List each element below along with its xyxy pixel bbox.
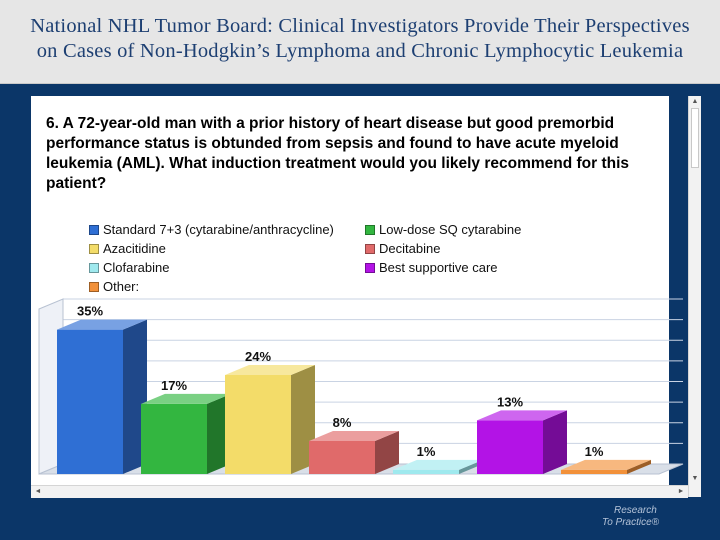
slide-title: National NHL Tumor Board: Clinical Inves…: [0, 14, 720, 64]
legend-label-best-supportive-care: Best supportive care: [379, 260, 498, 275]
bar-top-low-dose-cytarabine: [141, 393, 231, 404]
research-to-practice-logo: Research To Practice®: [602, 505, 712, 529]
bar-side-best-supportive-care: [543, 410, 567, 474]
slide-title-line2: on Cases of Non-Hodgkin’s Lymphoma and C…: [36, 40, 684, 62]
legend-item-low-dose-cytarabine: Low-dose SQ cytarabine: [365, 222, 521, 238]
vertical-scroll-thumb[interactable]: [691, 108, 699, 168]
bar-top-other: [561, 459, 651, 470]
bar-other: [561, 469, 627, 474]
legend-item-best-supportive-care: Best supportive care: [365, 260, 498, 276]
legend-swatch-azacitidine: [89, 244, 99, 254]
vertical-scrollbar[interactable]: ▲ ▼: [688, 96, 701, 497]
bar-top-standard-7-3: [57, 319, 147, 330]
legend-item-other: Other:: [89, 279, 139, 295]
legend-swatch-other: [89, 282, 99, 292]
legend-swatch-standard-7-3: [89, 225, 99, 235]
legend-swatch-clofarabine: [89, 263, 99, 273]
bar-best-supportive-care: [477, 420, 543, 474]
bar-top-decitabine: [309, 431, 399, 441]
logo-line1: Research: [614, 505, 657, 516]
bar-decitabine: [309, 441, 375, 474]
bar-value-label-other: 1%: [585, 444, 604, 459]
scroll-down-icon[interactable]: ▼: [691, 475, 699, 482]
bar-chart: 35% 17% 24% 8% 1% 13% 1%: [38, 298, 684, 475]
slide-title-line1: National NHL Tumor Board: Clinical Inves…: [30, 15, 690, 37]
scroll-right-icon[interactable]: ►: [677, 488, 685, 495]
bar-top-azacitidine: [225, 365, 315, 375]
bar-value-label-best-supportive-care: 13%: [497, 394, 523, 409]
legend-item-azacitidine: Azacitidine: [89, 241, 166, 257]
bar-value-label-low-dose-cytarabine: 17%: [161, 378, 187, 393]
chart-panel: 6. A 72-year-old man with a prior histor…: [31, 96, 701, 498]
bar-value-label-clofarabine: 1%: [417, 444, 436, 459]
bar-clofarabine: [393, 469, 459, 474]
bar-side-other: [627, 459, 651, 474]
legend-label-azacitidine: Azacitidine: [103, 241, 166, 256]
bar-azacitidine: [225, 375, 291, 474]
bar-top-clofarabine: [393, 459, 483, 470]
bar-side-decitabine: [375, 431, 399, 474]
legend-label-other: Other:: [103, 279, 140, 294]
scroll-left-icon[interactable]: ◄: [34, 488, 42, 495]
bar-top-best-supportive-care: [477, 410, 567, 421]
horizontal-scrollbar[interactable]: ◄ ►: [31, 485, 688, 498]
logo-line2: To Practice®: [602, 517, 660, 528]
bar-value-label-azacitidine: 24%: [245, 349, 271, 364]
bar-value-label-decitabine: 8%: [333, 415, 352, 430]
legend-swatch-best-supportive-care: [365, 263, 375, 273]
bar-value-label-standard-7-3: 35%: [77, 304, 103, 319]
legend-label-standard-7-3: Standard 7+3 (cytarabine/anthracycline): [103, 222, 334, 237]
scroll-up-icon[interactable]: ▲: [691, 98, 699, 105]
legend-label-decitabine: Decitabine: [379, 241, 441, 256]
legend-label-clofarabine: Clofarabine: [103, 260, 170, 275]
legend-item-clofarabine: Clofarabine: [89, 260, 170, 276]
bar-low-dose-cytarabine: [141, 403, 207, 474]
legend-item-standard-7-3: Standard 7+3 (cytarabine/anthracycline): [89, 222, 334, 238]
legend-item-decitabine: Decitabine: [365, 241, 440, 257]
chart-legend: Standard 7+3 (cytarabine/anthracycline) …: [89, 222, 649, 298]
question-text: 6. A 72-year-old man with a prior histor…: [46, 115, 630, 192]
header-band: National NHL Tumor Board: Clinical Inves…: [0, 0, 720, 84]
legend-label-low-dose-cytarabine: Low-dose SQ cytarabine: [379, 222, 522, 237]
legend-swatch-decitabine: [365, 244, 375, 254]
legend-swatch-low-dose-cytarabine: [365, 225, 375, 235]
bar-standard-7-3: [57, 329, 123, 474]
